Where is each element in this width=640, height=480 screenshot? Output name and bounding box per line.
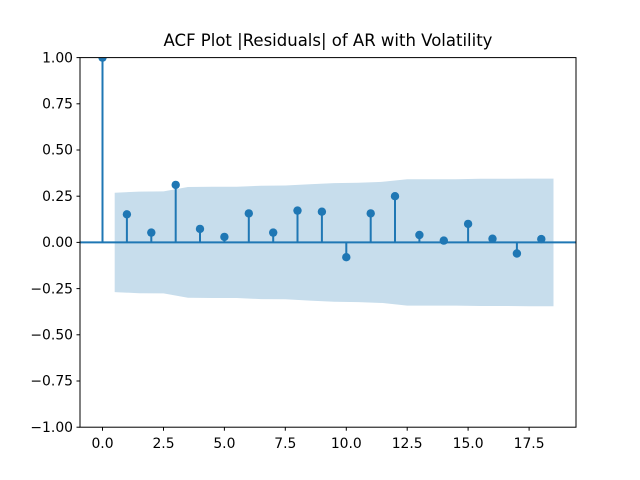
y-tick-label: 0.25 [42, 189, 73, 205]
y-tick-label: −0.25 [30, 281, 73, 297]
acf-marker-lag-14 [439, 236, 448, 245]
y-tick-label: −1.00 [30, 420, 73, 436]
x-tick-label: 15.0 [453, 436, 484, 452]
x-tick-label: 0.0 [91, 436, 113, 452]
acf-marker-lag-9 [317, 207, 327, 216]
acf-marker-lag-15 [463, 219, 473, 229]
x-tick-label: 10.0 [331, 436, 362, 452]
y-tick-label: 1.00 [42, 50, 73, 66]
x-tick-label: 2.5 [152, 436, 174, 452]
x-tick-label: 7.5 [274, 436, 296, 452]
acf-marker-lag-13 [415, 230, 424, 240]
acf-marker-lag-3 [171, 180, 180, 190]
acf-marker-lag-11 [366, 209, 375, 218]
acf-marker-lag-10 [342, 253, 351, 262]
acf-marker-lag-0 [98, 57, 107, 62]
y-tick-label: 0.50 [42, 143, 73, 159]
acf-marker-lag-7 [269, 228, 278, 237]
acf-marker-lag-4 [195, 224, 205, 234]
acf-marker-lag-17 [512, 249, 522, 258]
acf-marker-lag-18 [537, 234, 546, 244]
acf-marker-lag-16 [488, 234, 497, 243]
y-tick-label: −0.75 [30, 374, 73, 390]
acf-marker-lag-8 [293, 206, 302, 215]
acf-marker-lag-5 [220, 232, 229, 242]
y-tick-label: 0.75 [42, 97, 73, 113]
x-tick-label: 5.0 [213, 436, 235, 452]
x-tick-label: 17.5 [514, 436, 545, 452]
acf-marker-lag-12 [390, 192, 400, 201]
acf-marker-lag-6 [244, 209, 253, 218]
acf-marker-lag-2 [147, 228, 156, 237]
y-tick-label: 0.00 [42, 235, 73, 251]
chart-title: ACF Plot |Residuals| of AR with Volatili… [163, 31, 493, 50]
x-tick-label: 12.5 [392, 436, 423, 452]
y-tick-label: −0.50 [30, 328, 73, 344]
acf-marker-lag-1 [122, 210, 132, 219]
